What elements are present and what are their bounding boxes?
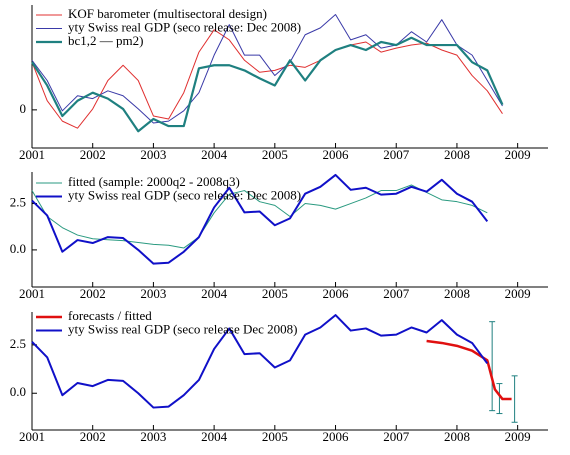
x-tick-label: 2007 — [383, 429, 410, 444]
x-tick-label: 2001 — [19, 429, 45, 444]
x-tick-label: 2006 — [323, 286, 350, 301]
error-bar — [511, 375, 518, 423]
error-bar — [496, 383, 503, 415]
x-tick-label: 2005 — [262, 147, 288, 162]
legend-label: KOF barometer (multisectoral design) — [68, 6, 267, 21]
x-tick-label: 2004 — [201, 147, 228, 162]
x-tick-label: 2003 — [140, 429, 166, 444]
series-line — [31, 184, 488, 249]
y-tick-label: 0.0 — [10, 241, 26, 256]
error-bar — [489, 321, 496, 412]
x-tick-label: 2002 — [80, 429, 106, 444]
x-tick-label: 2009 — [505, 147, 531, 162]
x-tick-label: 2002 — [80, 286, 106, 301]
y-tick-label: 0 — [20, 101, 27, 116]
legend-label: yty Swiss real GDP (seco release: Dec 20… — [68, 19, 301, 34]
series-line — [31, 14, 503, 124]
x-tick-label: 2007 — [383, 286, 410, 301]
legend-label: fitted (sample: 2000q2 - 2008q3) — [68, 174, 240, 189]
x-tick-label: 2001 — [19, 286, 45, 301]
x-tick-label: 2005 — [262, 286, 288, 301]
x-tick-label: 2007 — [383, 147, 410, 162]
y-tick-label: 0.0 — [10, 384, 26, 399]
legend-label: forecasts / fitted — [68, 308, 152, 323]
x-tick-label: 2006 — [323, 147, 350, 162]
x-tick-label: 2001 — [19, 147, 45, 162]
x-tick-label: 2008 — [444, 286, 470, 301]
x-tick-label: 2004 — [201, 429, 228, 444]
x-tick-label: 2005 — [262, 429, 288, 444]
series-line — [31, 314, 489, 409]
legend-label: yty Swiss real GDP (seco release: Dec 20… — [68, 187, 301, 202]
x-tick-label: 2002 — [80, 147, 106, 162]
y-tick-label: 2.5 — [10, 195, 26, 210]
x-tick-label: 2006 — [323, 429, 350, 444]
x-tick-label: 2003 — [140, 286, 166, 301]
x-tick-label: 2003 — [140, 147, 166, 162]
x-tick-label: 2004 — [201, 286, 228, 301]
x-tick-label: 2009 — [505, 429, 531, 444]
series-line — [31, 173, 489, 265]
series-line — [31, 36, 504, 133]
x-tick-label: 2008 — [444, 429, 470, 444]
y-tick-label: 2.5 — [10, 336, 26, 351]
series-line — [426, 339, 512, 401]
x-tick-label: 2008 — [444, 147, 470, 162]
x-tick-label: 2009 — [505, 286, 531, 301]
legend-label: yty Swiss real GDP (seco release Dec 200… — [68, 321, 297, 336]
legend-label: bc1,2 — pm2) — [68, 33, 143, 48]
